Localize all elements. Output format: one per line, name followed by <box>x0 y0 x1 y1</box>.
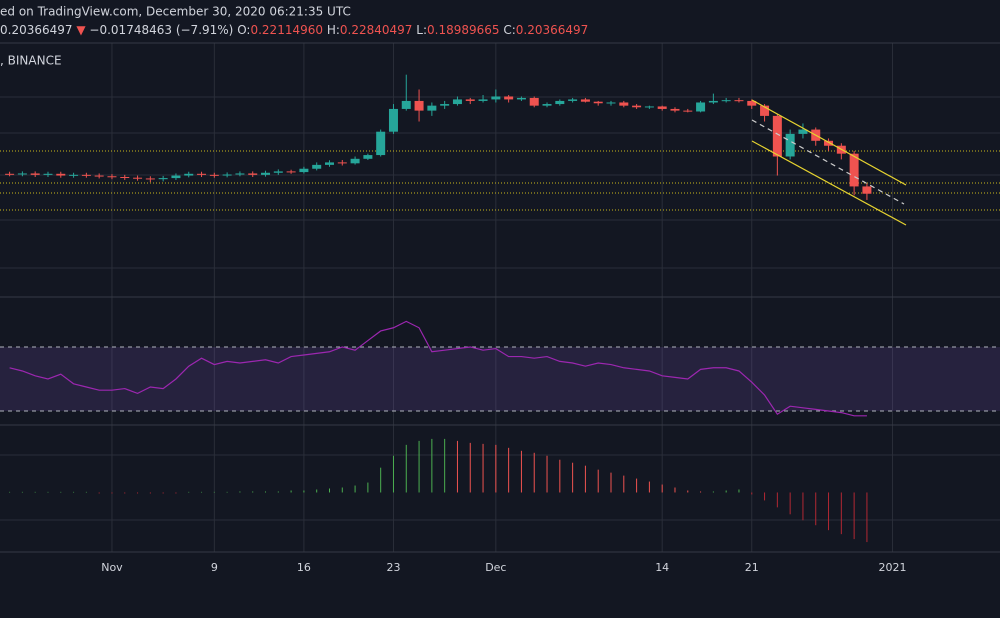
candle-body <box>427 105 437 111</box>
candle-body <box>414 100 424 111</box>
x-tick-label: 2021 <box>879 561 907 574</box>
candle-body <box>43 173 53 175</box>
candle-body <box>81 174 91 176</box>
candle-body <box>299 168 309 173</box>
change: −0.01748463 (−7.91%) <box>89 23 233 37</box>
candle-body <box>619 102 629 106</box>
candle-body <box>593 101 603 104</box>
candle-body <box>337 162 347 164</box>
candle-body <box>708 100 718 103</box>
candle-body <box>158 178 168 180</box>
candle-body <box>312 164 322 169</box>
candle-body <box>747 100 757 106</box>
last-price: 0.20366497 <box>0 23 73 37</box>
trend-channel <box>751 99 907 226</box>
low-value: 0.18989665 <box>427 23 500 37</box>
candle-body <box>94 175 104 177</box>
candle-body <box>580 99 590 102</box>
candle-body <box>248 173 258 175</box>
candle-body <box>56 173 66 176</box>
candle-body <box>721 100 731 102</box>
x-tick-label: Dec <box>485 561 506 574</box>
candle-body <box>478 99 488 101</box>
candle-body <box>734 100 744 102</box>
candle-body <box>350 158 360 164</box>
x-tick-label: 21 <box>745 561 759 574</box>
candle-body <box>363 155 373 159</box>
candle-body <box>772 115 782 157</box>
candle-body <box>145 178 155 180</box>
candle-body <box>171 175 181 179</box>
low-label: L: <box>416 23 427 37</box>
candle-body <box>670 108 680 111</box>
high-label: H: <box>327 23 340 37</box>
x-tick-label: 14 <box>655 561 669 574</box>
candle-body <box>516 97 526 100</box>
candle-body <box>30 173 40 175</box>
candle-body <box>440 104 450 106</box>
candle-body <box>235 173 245 175</box>
candle-body <box>184 173 194 176</box>
candle-body <box>555 100 565 105</box>
candle-body <box>209 174 219 176</box>
x-tick-label: 16 <box>297 561 311 574</box>
candle-body <box>849 153 859 187</box>
candle-body <box>286 171 296 173</box>
header-quote: 0.20366497 ▼ −0.01748463 (−7.91%) O:0.22… <box>0 23 588 37</box>
candle-body <box>120 176 130 178</box>
x-tick-label: 9 <box>211 561 218 574</box>
candle-body <box>504 96 514 100</box>
candle-body <box>401 100 411 109</box>
candle-body <box>606 102 616 104</box>
candle-body <box>197 173 207 175</box>
candle-body <box>17 173 27 175</box>
candle-body <box>657 106 667 109</box>
candle-body <box>69 174 79 176</box>
candle-body <box>696 102 706 112</box>
candle-body <box>324 162 334 165</box>
candle-body <box>632 105 642 108</box>
candle-body <box>107 176 117 178</box>
candle-body <box>376 131 386 156</box>
candle-body <box>5 173 15 175</box>
candle-body <box>785 133 795 157</box>
candle-body <box>529 97 539 106</box>
exchange: , BINANCE <box>0 54 62 68</box>
open-label: O: <box>237 23 250 37</box>
rsi-band <box>0 346 1000 411</box>
candle-body <box>542 104 552 106</box>
open-value: 0.22114960 <box>250 23 323 37</box>
candle-body <box>568 99 578 101</box>
rsi-line <box>9 320 867 417</box>
candle-body <box>862 186 872 194</box>
header-source: ed on TradingView.com, December 30, 2020… <box>0 5 351 19</box>
close-value: 0.20366497 <box>516 23 589 37</box>
candle-body <box>388 108 398 132</box>
candle-body <box>273 171 283 173</box>
high-value: 0.22840497 <box>340 23 413 37</box>
candle-body <box>452 99 462 105</box>
candle-body <box>261 172 271 175</box>
candle-body <box>644 106 654 108</box>
candle-body <box>760 105 770 116</box>
x-tick-label: Nov <box>101 561 123 574</box>
change-arrow: ▼ <box>76 23 86 37</box>
candle-body <box>222 174 232 176</box>
x-tick-label: 23 <box>386 561 400 574</box>
candle-body <box>465 99 475 101</box>
candle-body <box>824 140 834 146</box>
candle-body <box>683 110 693 112</box>
candle-body <box>798 129 808 134</box>
candle-body <box>133 177 143 179</box>
candle-body <box>491 96 501 100</box>
close-label: C: <box>503 23 515 37</box>
